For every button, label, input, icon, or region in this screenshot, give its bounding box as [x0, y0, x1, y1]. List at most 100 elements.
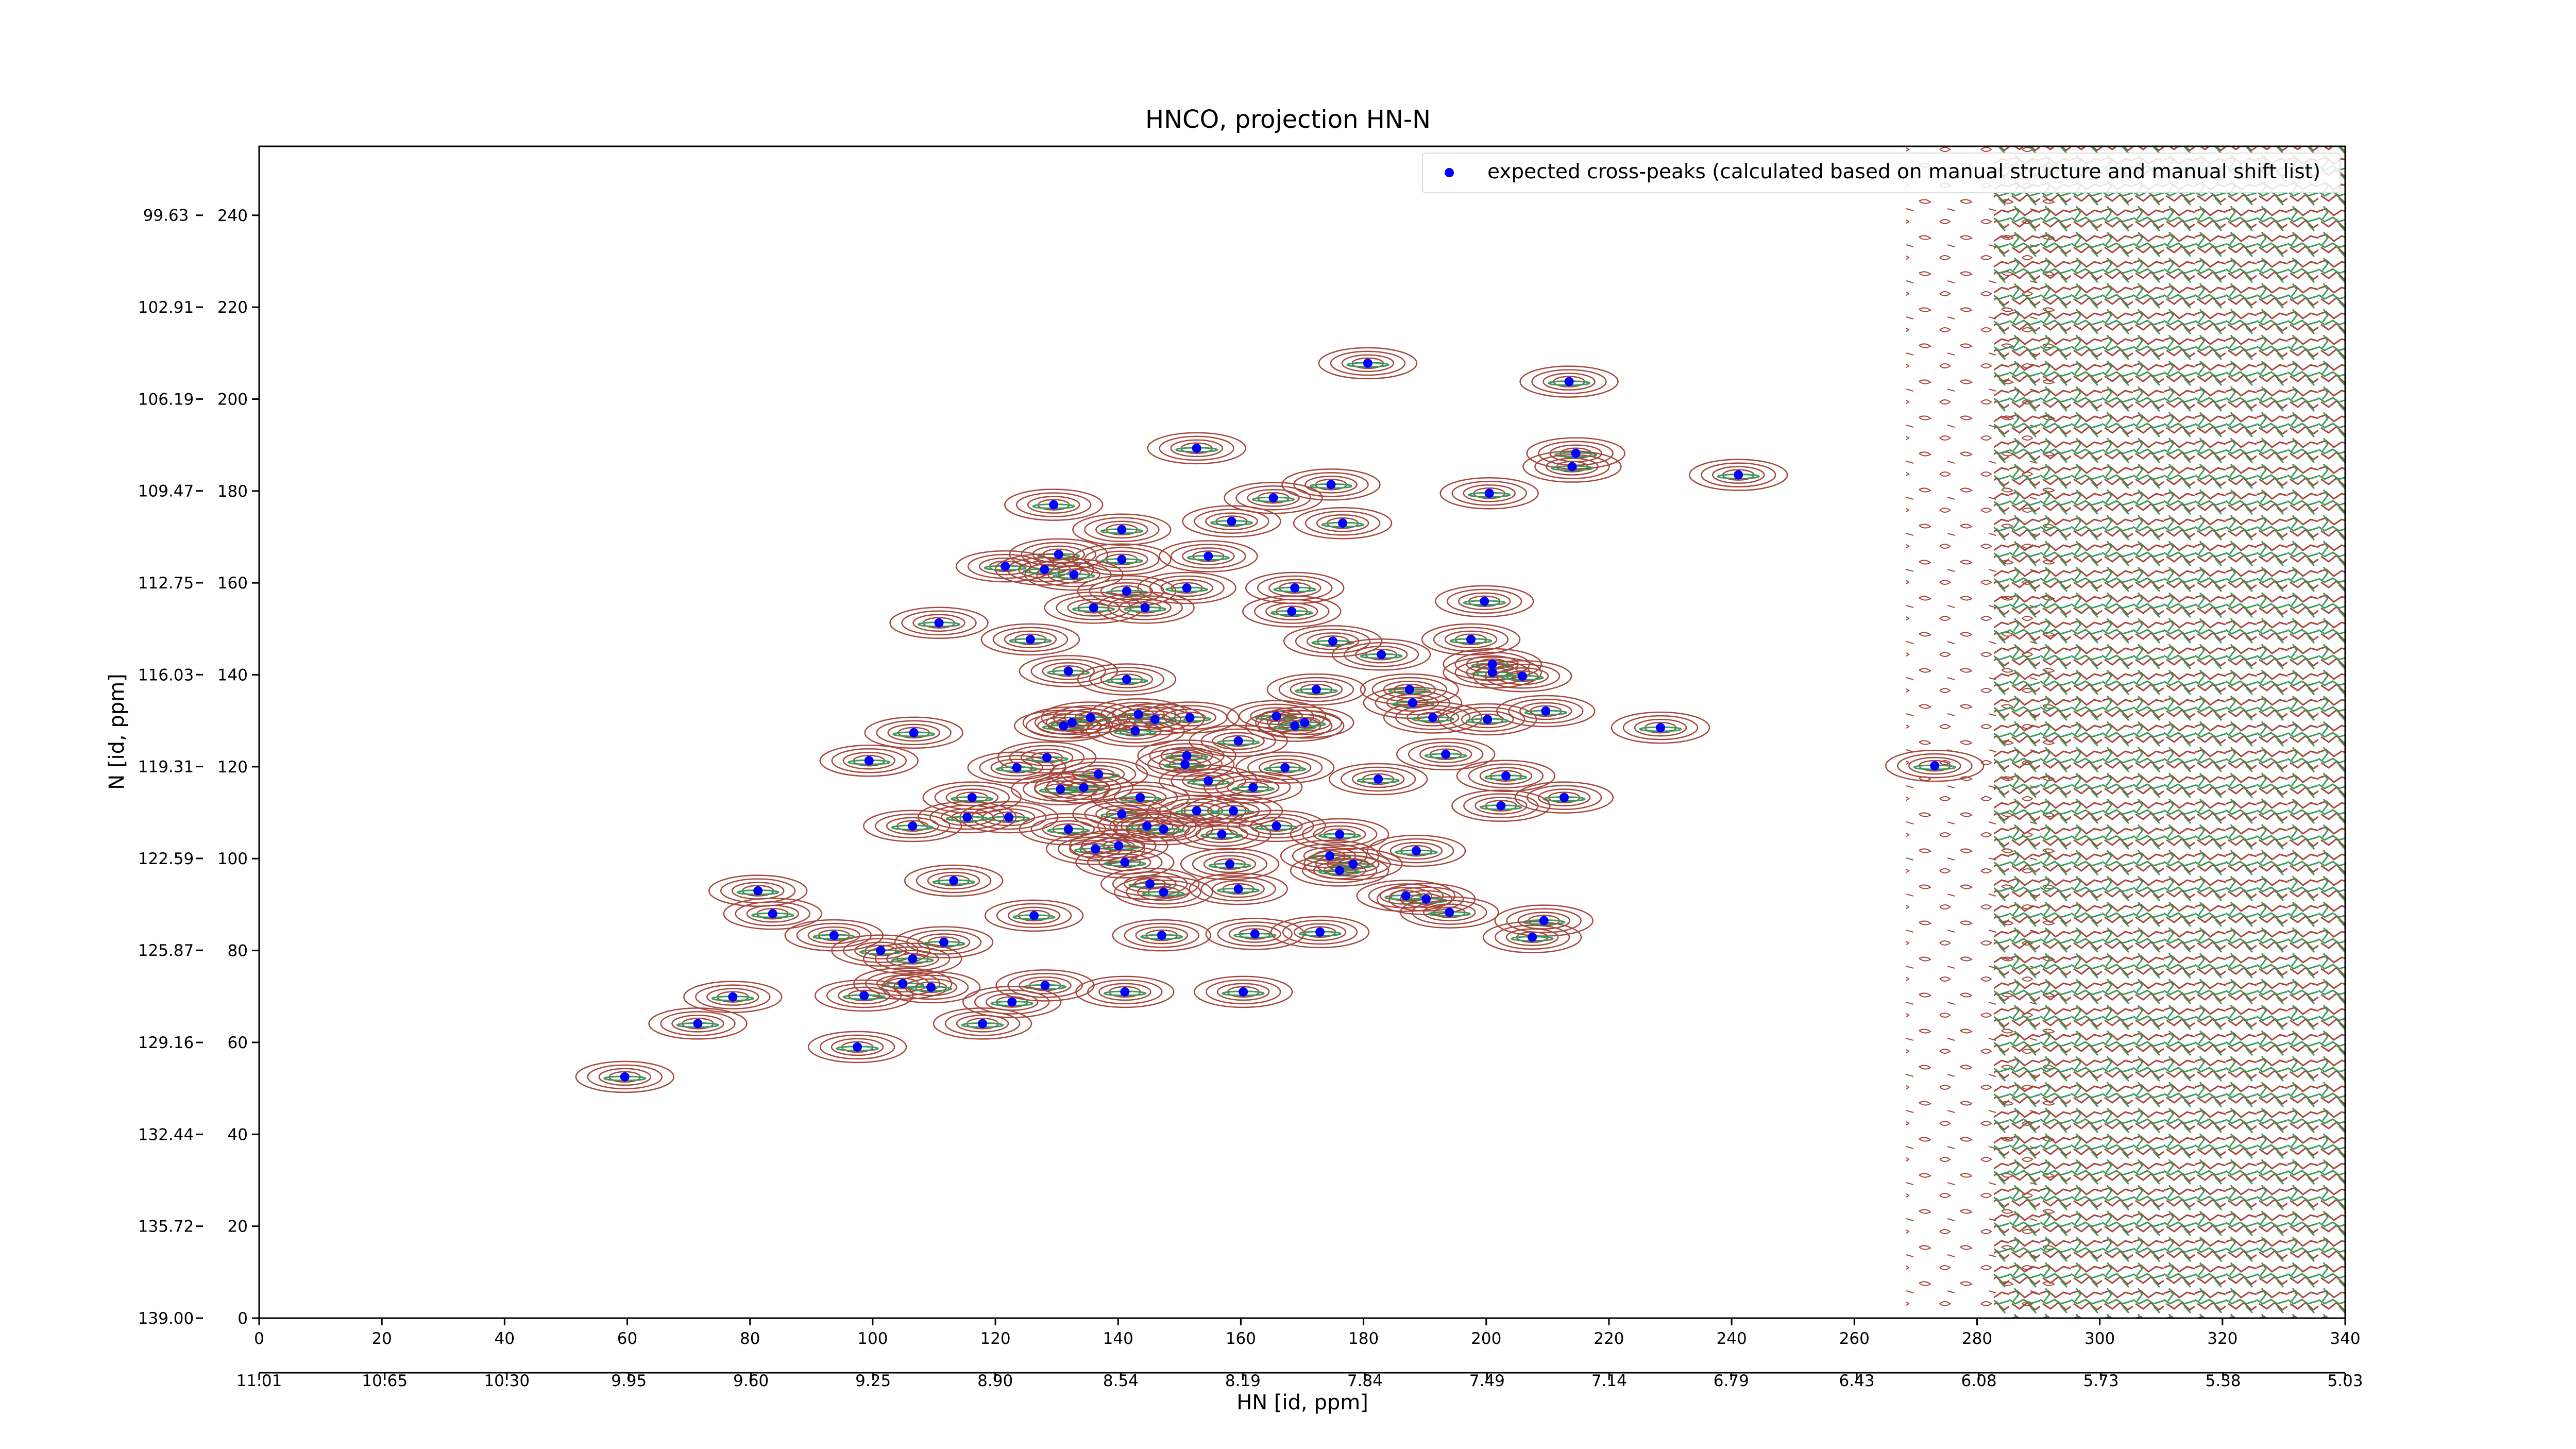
contour	[1340, 766, 1416, 792]
peak-marker	[1338, 518, 1348, 528]
contour	[1356, 880, 1456, 912]
contour	[962, 986, 1062, 1018]
x2-tick-label: 8.19	[1225, 1372, 1261, 1390]
contour	[1434, 585, 1534, 618]
contour	[1315, 851, 1391, 877]
contour	[1482, 921, 1582, 953]
contour	[985, 993, 1039, 1011]
y-tick-label: 120	[217, 758, 248, 777]
contour	[1160, 579, 1213, 597]
contour	[1235, 485, 1311, 511]
contour	[587, 1064, 663, 1090]
contour	[1194, 509, 1269, 534]
contour	[598, 1068, 652, 1086]
peak-marker	[1233, 884, 1243, 894]
contour	[974, 989, 1050, 1015]
contour	[1180, 848, 1280, 881]
x-tick-label: 160	[1226, 1329, 1256, 1348]
contour	[837, 986, 891, 1005]
contour	[1118, 599, 1172, 617]
peak-marker	[1159, 824, 1168, 834]
contour	[1024, 558, 1124, 591]
contour	[1343, 642, 1419, 667]
contour	[1042, 662, 1095, 680]
x2-tick-label: 11.01	[236, 1372, 282, 1390]
contour	[819, 1034, 895, 1060]
y-tick-label: 200	[217, 390, 248, 409]
contour	[1389, 841, 1443, 860]
contour	[1171, 768, 1246, 794]
contour	[933, 1007, 1032, 1040]
contour	[1254, 599, 1330, 624]
contour	[1100, 582, 1154, 600]
x2-tick-label: 6.79	[1714, 1372, 1749, 1390]
peak-marker	[1185, 713, 1195, 722]
y2-tick-label: 106.19	[138, 390, 194, 409]
contour	[917, 933, 971, 951]
peak-marker	[1079, 783, 1089, 793]
peak-marker	[1480, 596, 1489, 606]
peak-marker	[853, 1042, 862, 1052]
peak-marker	[1268, 493, 1278, 503]
contour	[1304, 510, 1381, 536]
contour	[1027, 496, 1080, 514]
contour	[992, 627, 1069, 652]
contour	[1475, 797, 1528, 815]
contour	[1472, 660, 1572, 693]
contour	[1688, 459, 1788, 491]
peak-marker	[1180, 760, 1190, 769]
contour	[1543, 373, 1596, 391]
peak-marker	[1374, 774, 1383, 784]
peak-marker	[1930, 761, 1940, 771]
peak-marker	[1428, 713, 1438, 722]
peak-marker	[1272, 821, 1281, 831]
contour	[1216, 983, 1270, 1001]
x-tick-label: 320	[2207, 1329, 2238, 1348]
peak-marker	[1408, 698, 1417, 707]
contour	[944, 1011, 1021, 1036]
contour	[1494, 904, 1594, 937]
contour	[1301, 858, 1378, 883]
peak-marker	[1204, 776, 1213, 786]
peak-marker	[1233, 736, 1243, 746]
peak-marker	[1466, 634, 1476, 644]
contour	[927, 871, 980, 890]
peak-marker	[1250, 929, 1260, 939]
contour	[1316, 514, 1369, 532]
contour	[706, 988, 759, 1006]
y-tick-label: 180	[217, 482, 248, 501]
contour	[956, 1015, 1009, 1033]
contour	[1205, 918, 1305, 950]
contour	[1711, 466, 1765, 484]
contour	[819, 745, 919, 777]
y2-tick-label: 102.91	[138, 298, 194, 317]
peak-marker	[1401, 891, 1411, 901]
contour	[1015, 492, 1092, 517]
peak-marker	[1094, 769, 1104, 779]
peak-marker	[1063, 824, 1073, 834]
contour	[735, 901, 811, 926]
contour	[1494, 924, 1570, 950]
contour	[1087, 850, 1163, 875]
contour	[1212, 732, 1265, 750]
contour	[1124, 922, 1200, 948]
contour	[1077, 575, 1177, 608]
x2-tick-label: 9.60	[733, 1372, 769, 1390]
peak-marker	[1059, 721, 1069, 731]
contour	[1506, 908, 1582, 933]
contour	[1399, 890, 1453, 908]
y-tick-label: 160	[217, 574, 248, 593]
contour	[1304, 476, 1358, 494]
peak-marker	[1335, 866, 1345, 875]
contour	[901, 610, 977, 636]
contour	[1182, 772, 1235, 790]
contour	[1479, 767, 1533, 785]
peak-marker	[753, 886, 763, 896]
peak-marker	[978, 1019, 988, 1029]
peak-marker	[1518, 671, 1528, 681]
peak-marker	[1182, 583, 1192, 593]
peak-marker	[1192, 443, 1201, 453]
contour	[1053, 705, 1128, 730]
contour	[906, 930, 982, 955]
peak-marker	[1025, 634, 1035, 644]
